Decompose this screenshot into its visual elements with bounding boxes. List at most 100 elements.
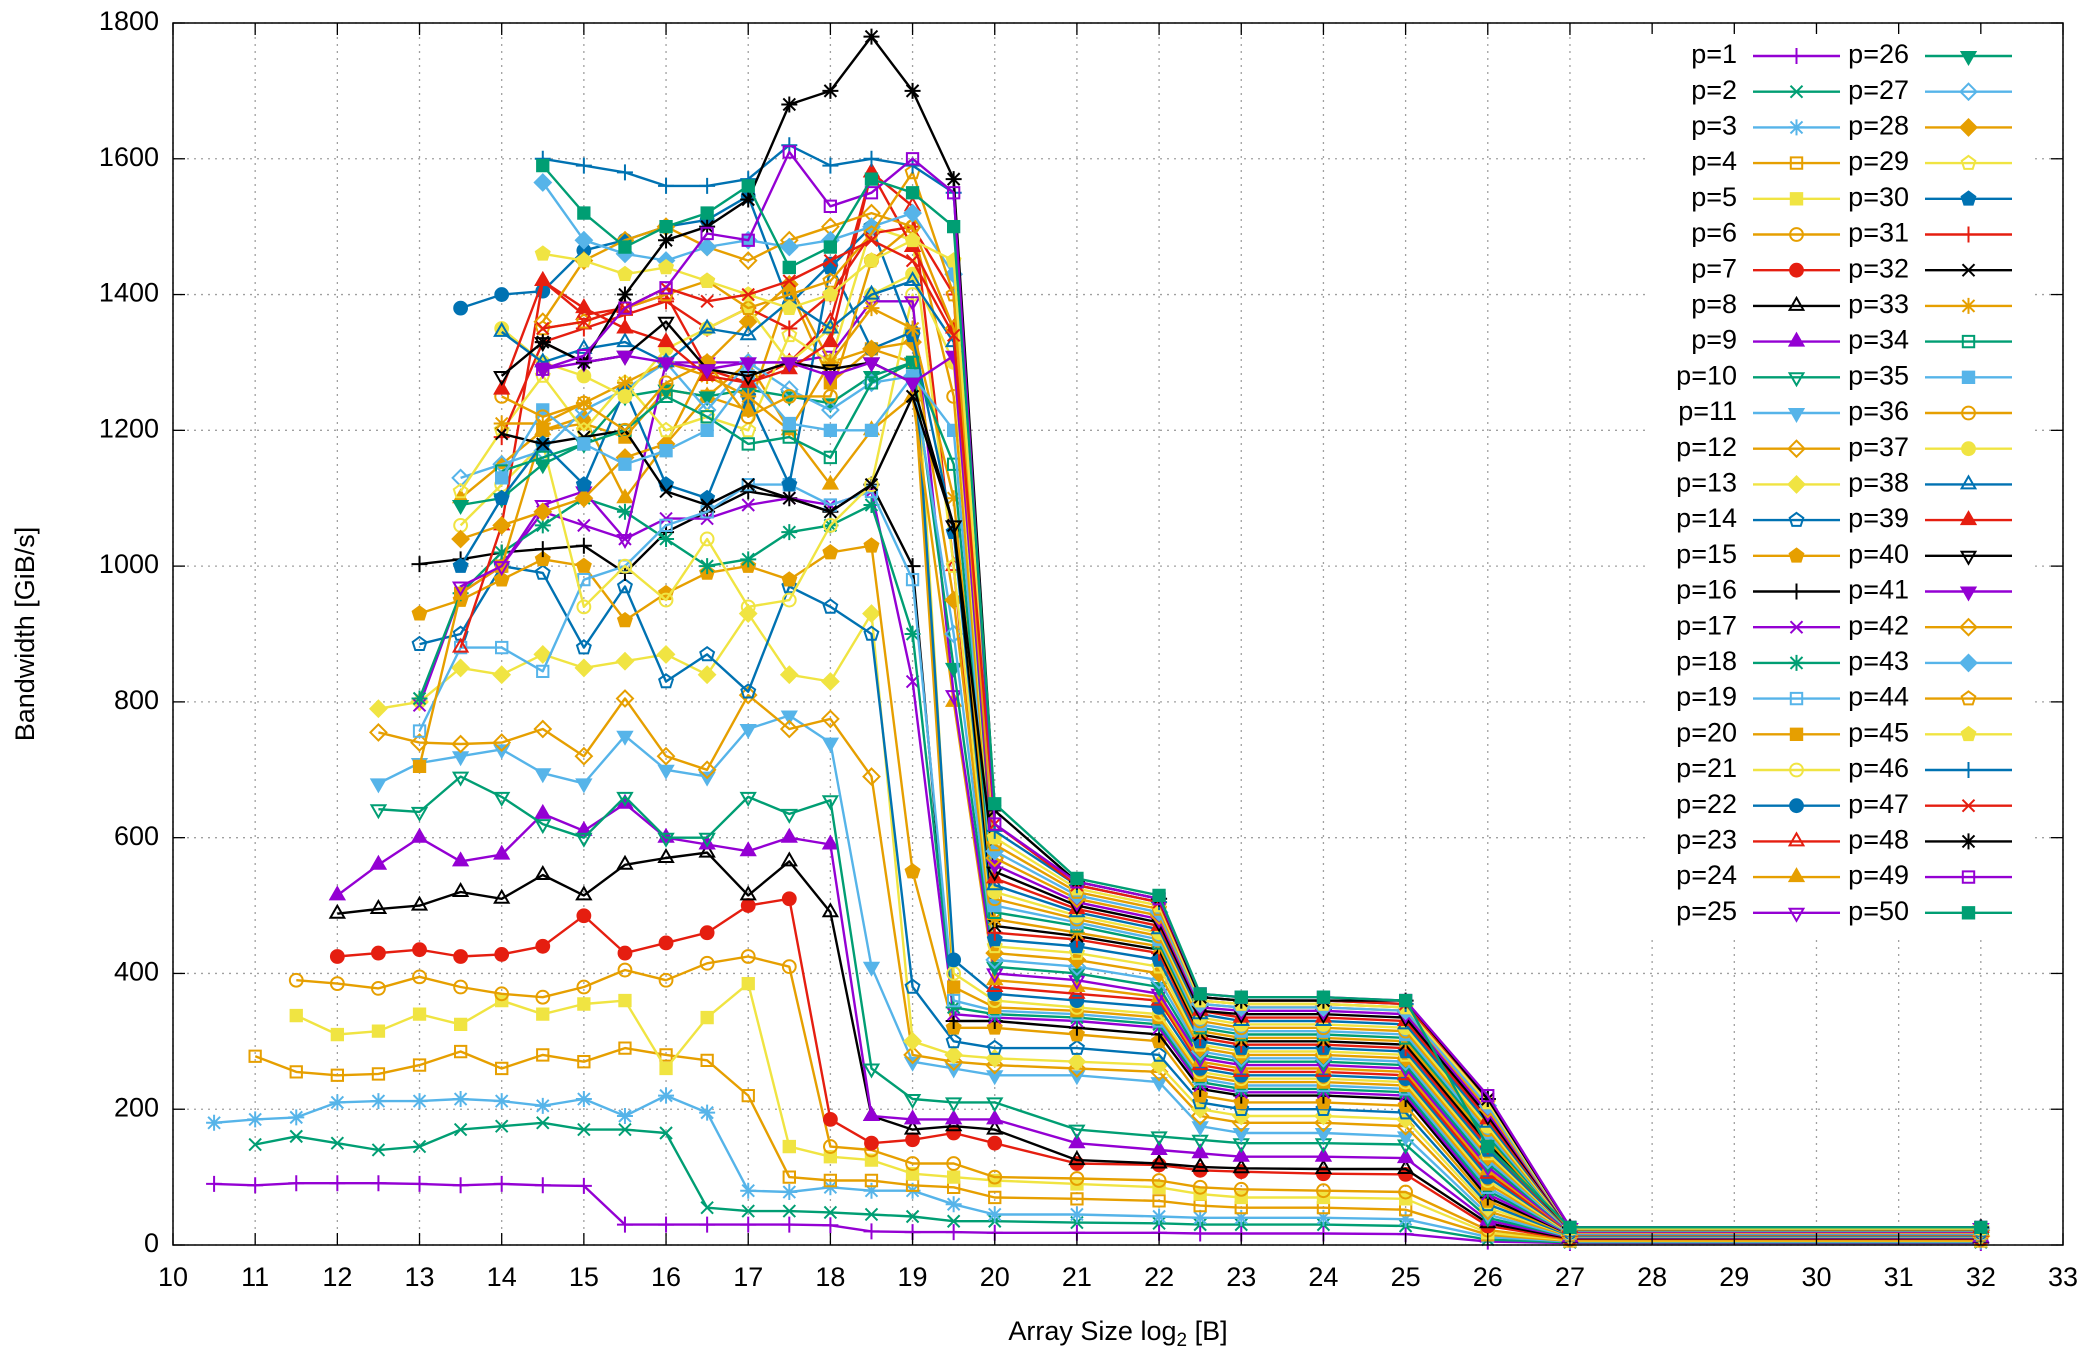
- data-point: [1192, 1074, 1209, 1091]
- data-point: [410, 806, 429, 822]
- data-point: [1974, 1220, 1988, 1234]
- data-point: [903, 377, 922, 393]
- x-tick-label: 14: [487, 1262, 517, 1292]
- data-point: [740, 551, 757, 568]
- data-point: [1151, 1046, 1168, 1062]
- data-point: [821, 737, 840, 753]
- data-point: [369, 804, 388, 820]
- x-tick-label: 30: [1801, 1262, 1831, 1292]
- data-point: [905, 1132, 920, 1148]
- data-point: [781, 524, 798, 541]
- data-point: [903, 203, 923, 223]
- data-point: [534, 1097, 551, 1114]
- data-point: [616, 730, 634, 746]
- data-point: [492, 733, 512, 753]
- legend-label: p=6: [1691, 218, 1737, 248]
- tick-layer: 0 200 400 600 800 1000 1200 1400 1600 1800 10 11 12 1…: [99, 6, 2078, 1292]
- data-point: [575, 885, 593, 901]
- data-point: [987, 1169, 1003, 1185]
- data-point: [986, 1070, 1004, 1086]
- legend-marker: [1788, 48, 1805, 64]
- data-point: [946, 952, 962, 968]
- data-point: [821, 474, 840, 490]
- data-point: [779, 237, 799, 257]
- series-line: [500, 273, 1981, 1230]
- series-line: [500, 225, 1981, 1231]
- data-point: [740, 683, 757, 699]
- series-line: [500, 320, 1981, 1230]
- data-point: [534, 541, 551, 558]
- data-point: [536, 1116, 550, 1130]
- legend-label: p=16: [1676, 575, 1737, 605]
- legend-label: p=43: [1848, 646, 1909, 676]
- legend-marker: [1788, 547, 1805, 563]
- data-point: [823, 253, 838, 268]
- data-point: [905, 152, 920, 166]
- data-point: [494, 947, 510, 962]
- legend-label: p=36: [1848, 396, 1909, 426]
- legend-label: p=26: [1848, 39, 1909, 69]
- data-point: [371, 1143, 386, 1157]
- x-tick-label: 32: [1966, 1262, 1996, 1292]
- data-point: [740, 388, 757, 405]
- data-point: [616, 1216, 633, 1233]
- data-point: [740, 898, 756, 913]
- data-point: [700, 206, 714, 220]
- data-point: [947, 1170, 961, 1184]
- data-point: [289, 1008, 303, 1023]
- data-point: [575, 820, 593, 836]
- legend-marker: [1959, 82, 1978, 102]
- data-point: [451, 468, 471, 488]
- legend-marker: [1961, 441, 1976, 457]
- data-point: [864, 233, 879, 247]
- legend-label: p=8: [1691, 289, 1737, 319]
- data-point: [864, 477, 879, 493]
- data-point: [782, 1170, 796, 1184]
- data-point: [1398, 1184, 1414, 1200]
- legend-label: p=33: [1848, 289, 1909, 319]
- data-point: [738, 251, 758, 271]
- legend-marker: [1787, 831, 1806, 847]
- data-point: [494, 321, 510, 336]
- legend-marker: [1961, 906, 1976, 920]
- data-point: [493, 379, 511, 395]
- data-point: [657, 764, 675, 780]
- legend-marker: [1787, 331, 1806, 347]
- data-point: [863, 300, 880, 317]
- data-point: [535, 938, 551, 954]
- data-point: [617, 389, 633, 404]
- data-point: [618, 993, 632, 1008]
- data-point: [741, 977, 755, 991]
- data-point: [699, 531, 715, 547]
- series-line: [459, 293, 1981, 1234]
- legend-label: p=20: [1676, 717, 1737, 747]
- data-point: [781, 571, 798, 587]
- legend-marker: [1960, 690, 1977, 706]
- data-point: [451, 771, 470, 787]
- data-point: [821, 371, 840, 387]
- legend-label: p=46: [1848, 753, 1909, 783]
- legend-label: p=7: [1691, 253, 1737, 283]
- data-point: [658, 232, 675, 249]
- data-point: [903, 1094, 922, 1109]
- data-point: [371, 1024, 386, 1038]
- data-point: [575, 354, 592, 371]
- data-point: [700, 1200, 714, 1215]
- data-point: [330, 1068, 344, 1082]
- y-tick-label: 1600: [99, 142, 159, 172]
- data-point: [536, 1007, 550, 1021]
- series-line: [460, 300, 1981, 1233]
- legend-marker: [1789, 227, 1804, 242]
- data-point: [740, 421, 757, 438]
- data-point: [1069, 1171, 1085, 1186]
- data-point: [1068, 1009, 1085, 1026]
- data-point: [821, 795, 840, 811]
- data-point: [288, 1109, 305, 1126]
- data-point: [659, 484, 673, 499]
- data-point: [822, 517, 838, 533]
- data-point: [577, 1122, 591, 1137]
- series-line: [418, 490, 1981, 1236]
- data-point: [534, 564, 551, 580]
- data-point: [946, 328, 961, 342]
- data-point: [1314, 1146, 1333, 1162]
